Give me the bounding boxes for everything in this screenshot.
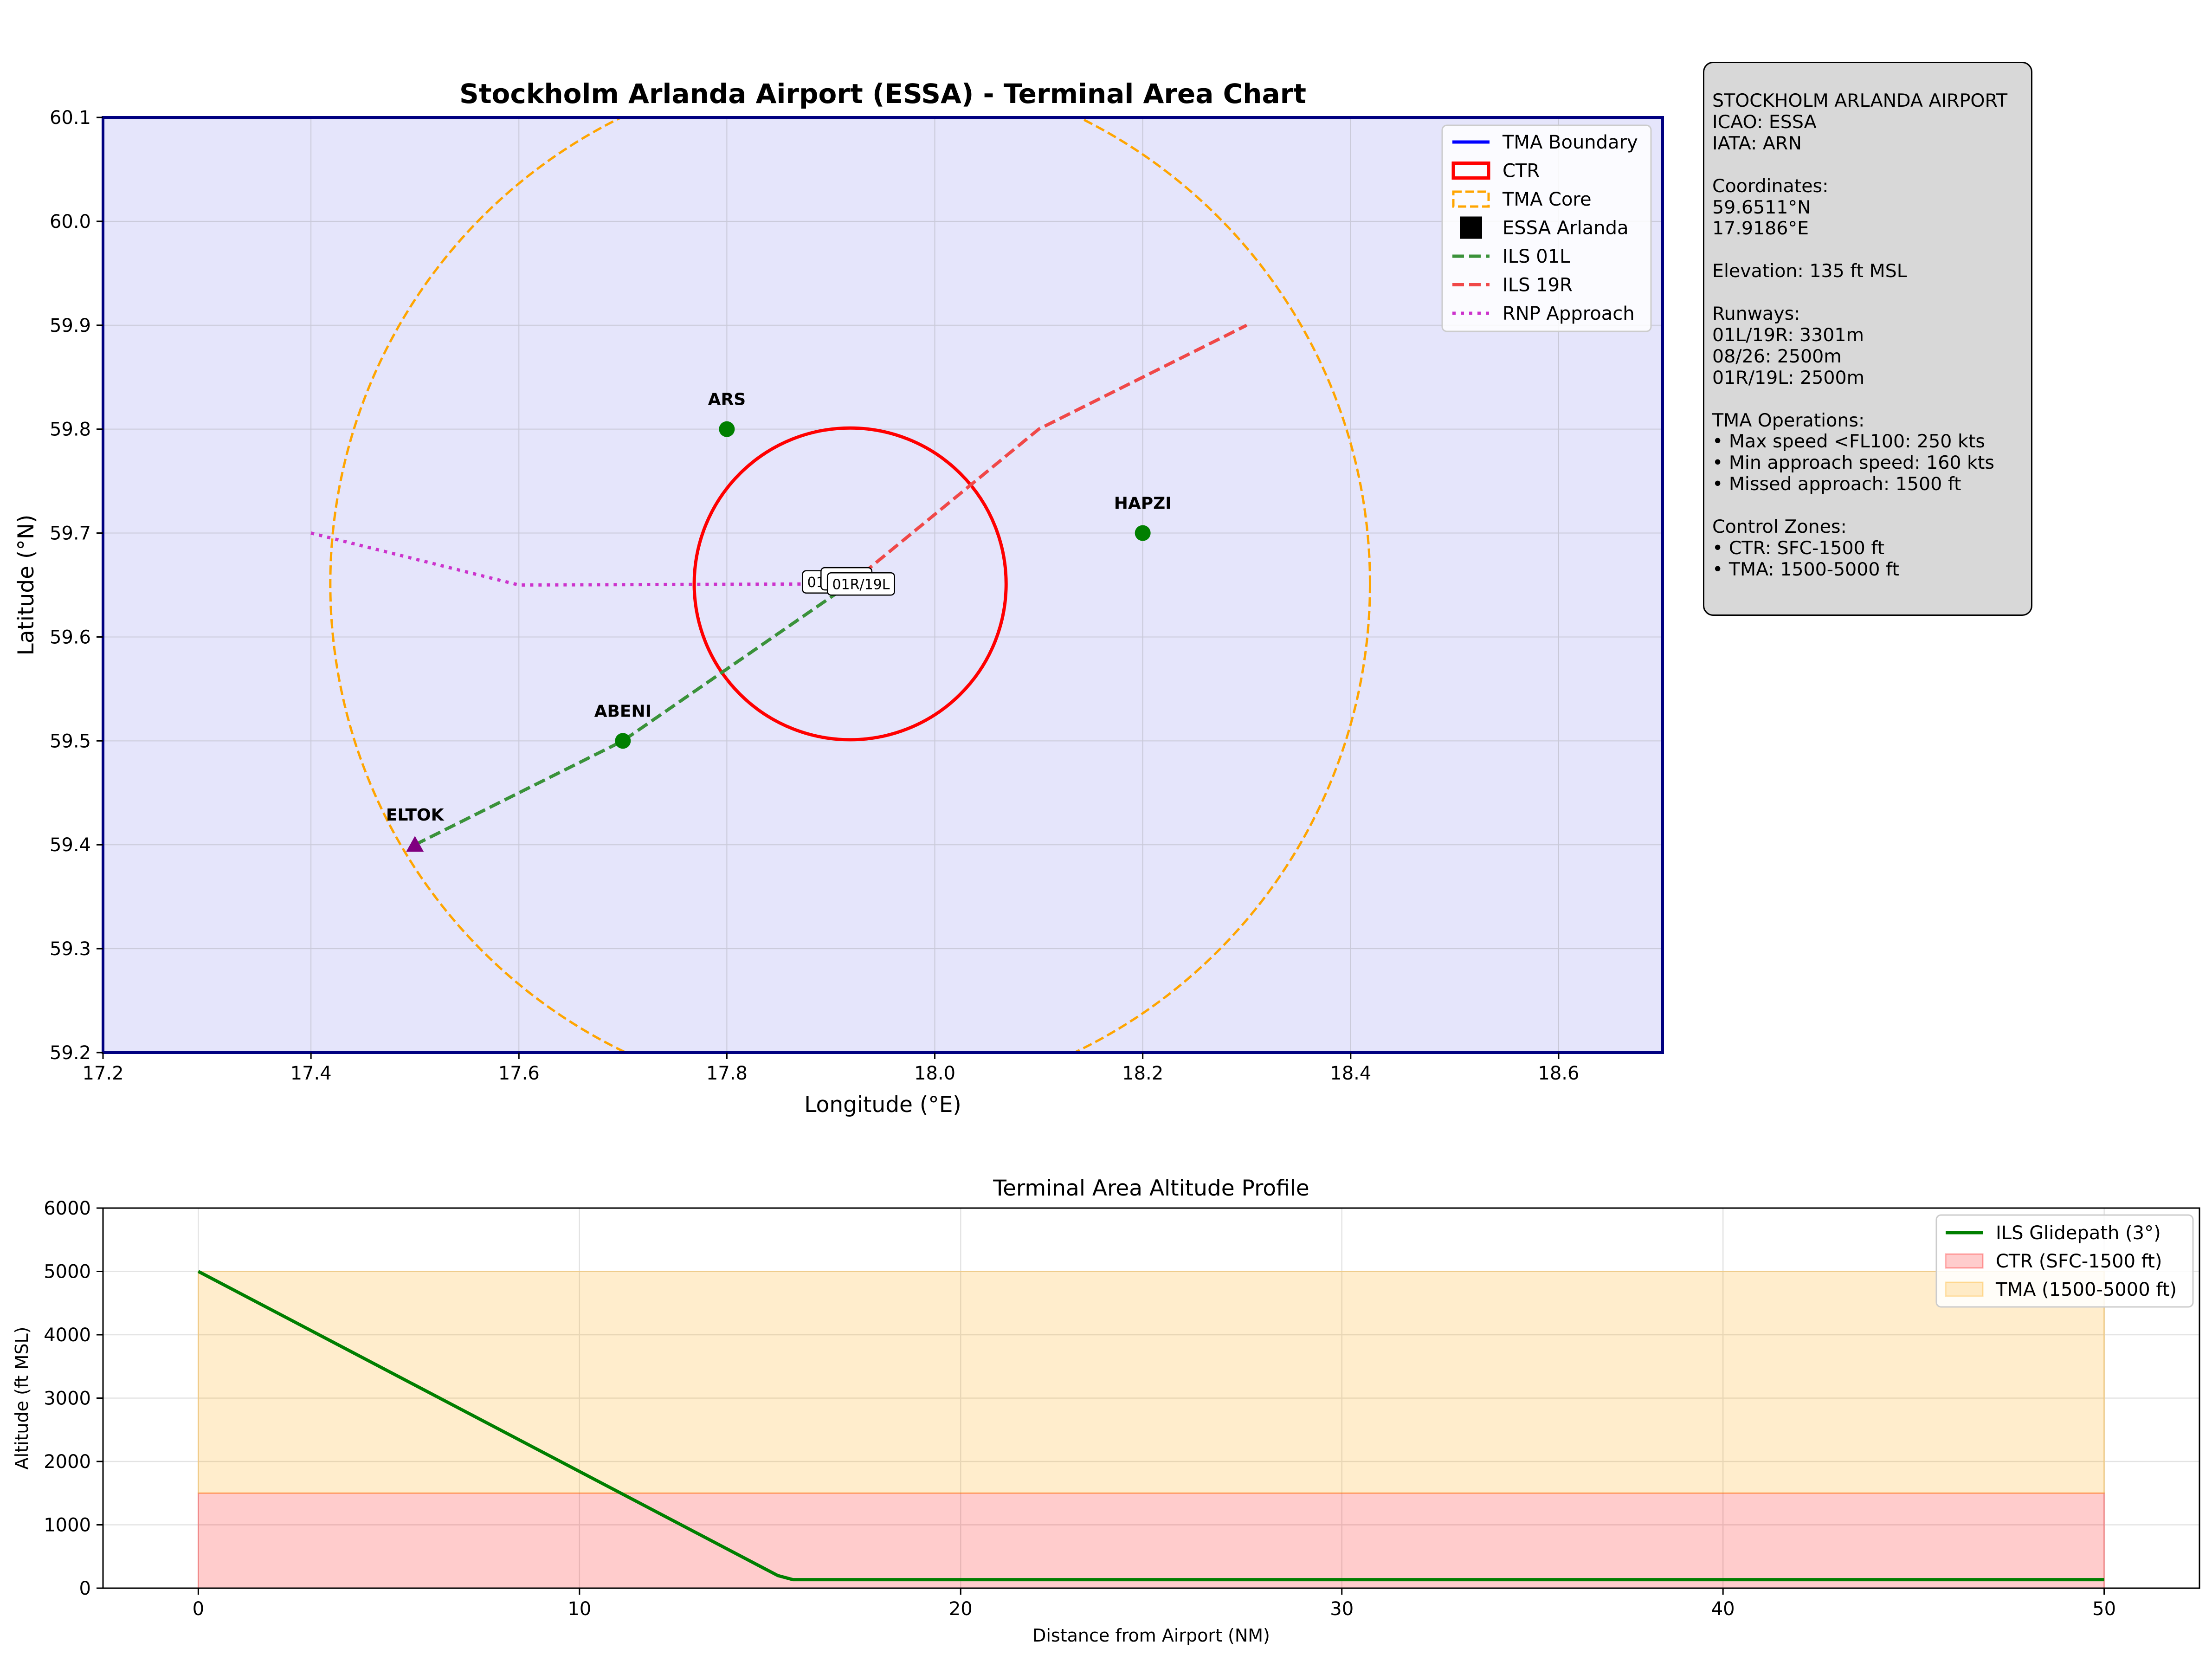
waypoint-label-hapzi: HAPZI — [1114, 494, 1172, 513]
map-x-axis-label: Longitude (°E) — [804, 1092, 961, 1118]
waypoint-marker-ars — [719, 421, 735, 437]
waypoint-label-eltok: ELTOK — [386, 806, 445, 825]
info-line: 08/26: 2500m — [1712, 345, 1842, 367]
waypoint-marker-hapzi — [1135, 525, 1151, 541]
info-line: 01R/19L: 2500m — [1712, 367, 1865, 388]
map-x-tick-label: 17.8 — [706, 1063, 748, 1084]
map-x-tick-label: 18.0 — [914, 1063, 955, 1084]
map-plot-area: ARSHAPZIABENIELTOK01L/19R08/2601R/19L — [103, 117, 1663, 1053]
legend-entry-label: TMA Boundary — [1502, 132, 1638, 153]
map-frame — [102, 116, 1664, 1054]
profile-legend-entry-label: TMA (1500-5000 ft) — [1995, 1279, 2177, 1300]
legend-entry-label: ESSA Arlanda — [1503, 218, 1629, 239]
profile-x-axis-label: Distance from Airport (NM) — [1032, 1625, 1270, 1646]
info-line: • Max speed <FL100: 250 kts — [1712, 431, 1985, 453]
info-line: • Min approach speed: 160 kts — [1712, 452, 1994, 474]
info-line: • CTR: SFC-1500 ft — [1712, 537, 1885, 559]
profile-legend-entry-label: CTR (SFC-1500 ft) — [1996, 1251, 2162, 1272]
profile-y-tick-label: 0 — [79, 1578, 91, 1599]
waypoint-label-ars: ARS — [708, 390, 746, 409]
profile-y-tick-label: 3000 — [44, 1388, 91, 1409]
info-line: • Missed approach: 1500 ft — [1712, 473, 1961, 495]
profile-legend-entry-label: ILS Glidepath (3°) — [1996, 1222, 2161, 1244]
ils-19r-line — [849, 323, 1248, 585]
profile-x-tick-label: 30 — [1330, 1598, 1354, 1620]
profile-y-tick-label: 5000 — [44, 1261, 91, 1283]
info-line: STOCKHOLM ARLANDA AIRPORT — [1712, 90, 2008, 111]
info-line: TMA Operations: — [1712, 409, 1865, 431]
map-y-tick-label: 59.8 — [50, 419, 91, 440]
profile-y-tick-label: 6000 — [44, 1198, 91, 1219]
profile-x-tick-label: 40 — [1711, 1598, 1735, 1620]
map-x-tick-label: 17.6 — [498, 1063, 540, 1084]
tma-core-circle — [329, 117, 1371, 1053]
profile-band-ctr-sfc-1500-ft — [197, 1492, 2105, 1588]
rnp-approach-line — [310, 531, 851, 587]
map-y-tick-label: 59.6 — [50, 627, 91, 648]
waypoint-marker-eltok — [406, 836, 424, 852]
profile-y-tick-label: 1000 — [44, 1515, 91, 1536]
info-line: Control Zones: — [1712, 516, 1847, 537]
profile-x-tick-label: 50 — [2092, 1598, 2116, 1620]
legend-swatch-tma-core — [1452, 190, 1490, 208]
ils-01l-line — [414, 582, 851, 847]
map-y-tick-label: 60.1 — [50, 107, 91, 129]
profile-y-axis-label: Altitude (ft MSL) — [12, 1327, 32, 1470]
map-legend-box — [1441, 124, 1652, 332]
airport-info-panel — [1703, 62, 2032, 616]
runway-label: 01R/19L — [832, 576, 890, 593]
profile-legend-swatch-ctr-sfc-1500-ft — [1945, 1253, 1984, 1269]
legend-entry-label: CTR — [1503, 161, 1540, 182]
map-y-tick-label: 59.7 — [50, 523, 91, 544]
legend-entry-label: RNP Approach — [1503, 303, 1635, 324]
map-x-tick-label: 18.2 — [1122, 1063, 1163, 1084]
info-line: Coordinates: — [1712, 175, 1829, 197]
profile-x-tick-label: 10 — [568, 1598, 591, 1620]
profile-x-tick-label: 20 — [949, 1598, 973, 1620]
profile-glidepath-line — [197, 1270, 2104, 1582]
map-x-tick-label: 18.4 — [1330, 1063, 1371, 1084]
legend-entry-label: ILS 01L — [1503, 246, 1570, 267]
map-x-tick-label: 17.4 — [290, 1063, 332, 1084]
info-line: IATA: ARN — [1712, 132, 1802, 154]
profile-plot-area — [103, 1208, 2199, 1588]
map-y-tick-label: 59.9 — [50, 315, 91, 336]
map-title: Stockholm Arlanda Airport (ESSA) - Termi… — [459, 78, 1306, 110]
waypoint-marker-abeni — [615, 733, 631, 749]
info-line: Runways: — [1712, 303, 1800, 324]
runway-label-box — [826, 572, 895, 596]
profile-band-tma-1500-5000-ft — [197, 1271, 2105, 1494]
info-line: 17.9186°E — [1712, 218, 1809, 239]
map-y-tick-label: 59.4 — [50, 834, 91, 856]
profile-legend-swatch-tma-1500-5000-ft — [1945, 1281, 1984, 1297]
legend-swatch-ctr — [1451, 162, 1490, 180]
map-x-tick-label: 18.6 — [1538, 1063, 1579, 1084]
info-line: 59.6511°N — [1712, 196, 1811, 218]
profile-title: Terminal Area Altitude Profile — [993, 1176, 1309, 1201]
map-y-tick-label: 59.5 — [50, 731, 91, 752]
map-x-tick-label: 17.2 — [82, 1063, 123, 1084]
legend-entry-label: TMA Core — [1502, 189, 1592, 210]
map-y-axis-label: Latitude (°N) — [13, 515, 39, 656]
info-line: 01L/19R: 3301m — [1712, 324, 1864, 346]
profile-x-tick-label: 0 — [193, 1598, 204, 1620]
map-y-tick-label: 59.2 — [50, 1042, 91, 1064]
profile-legend-box — [1935, 1214, 2194, 1308]
map-y-tick-label: 60.0 — [50, 211, 91, 233]
legend-entry-label: ILS 19R — [1503, 275, 1573, 296]
info-line: • TMA: 1500-5000 ft — [1712, 558, 1899, 580]
info-line: ICAO: ESSA — [1712, 111, 1817, 133]
ctr-circle — [692, 426, 1008, 742]
map-y-tick-label: 59.3 — [50, 938, 91, 960]
info-line: Elevation: 135 ft MSL — [1712, 260, 1907, 282]
profile-y-tick-label: 2000 — [44, 1451, 91, 1473]
waypoint-label-abeni: ABENI — [594, 702, 651, 721]
profile-y-tick-label: 4000 — [44, 1325, 91, 1346]
legend-swatch-essa-arlanda — [1460, 216, 1482, 239]
